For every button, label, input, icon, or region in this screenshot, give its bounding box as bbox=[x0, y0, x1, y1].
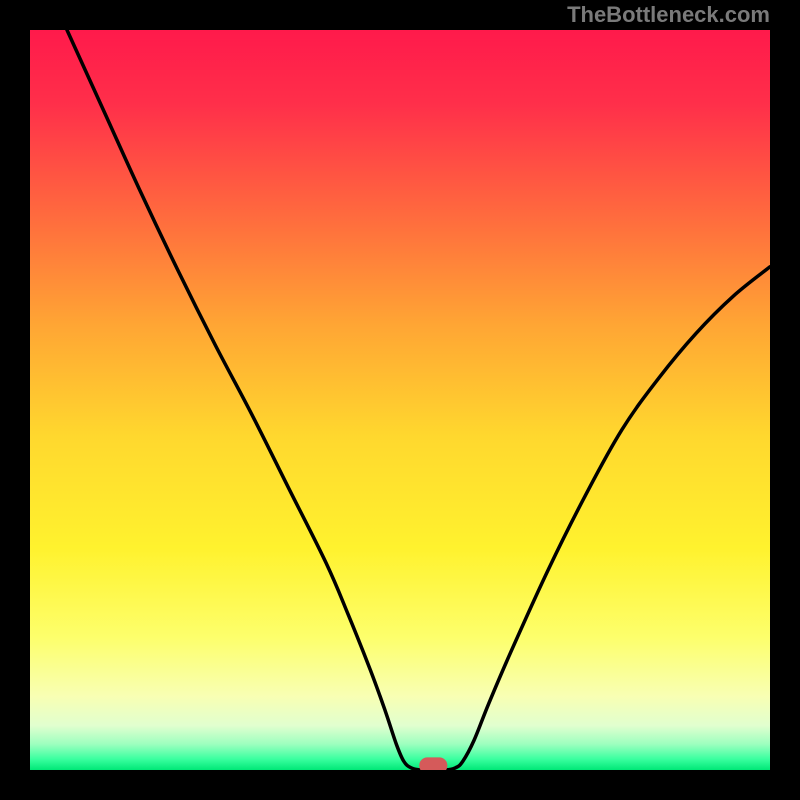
optimal-marker bbox=[419, 757, 447, 770]
bottleneck-plot bbox=[30, 30, 770, 770]
gradient-background bbox=[30, 30, 770, 770]
chart-frame: TheBottleneck.com bbox=[0, 0, 800, 800]
watermark-label: TheBottleneck.com bbox=[567, 2, 770, 28]
